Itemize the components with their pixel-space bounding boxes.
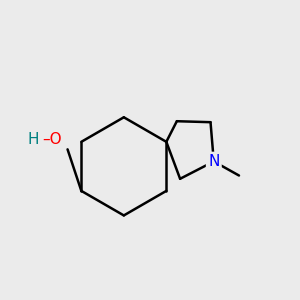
Text: –O: –O [42,132,62,147]
Text: H: H [28,132,39,147]
Text: N: N [208,154,220,169]
